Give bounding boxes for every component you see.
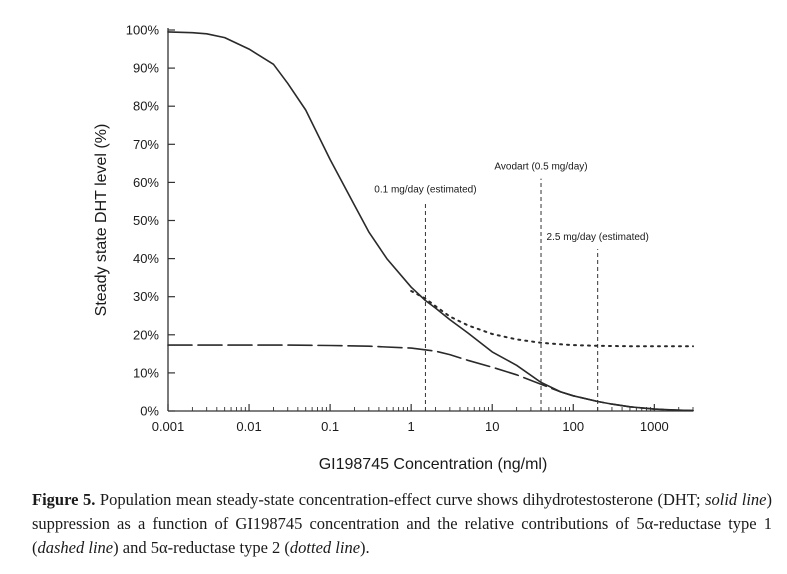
- x-axis-title: GI198745 Concentration (ng/ml): [319, 456, 548, 473]
- caption-italic-2: dashed line: [37, 538, 114, 557]
- series-group: [167, 31, 694, 412]
- reference-lines: 0.1 mg/day (estimated) Avodart (0.5 mg/da…: [374, 162, 649, 411]
- x-tick-label: 1: [408, 419, 415, 434]
- y-tick-label: 90%: [133, 61, 159, 76]
- caption-text-2: ) suppression as a function of GI198745 …: [32, 490, 772, 557]
- axes: [167, 28, 693, 412]
- y-tick-label: 60%: [133, 175, 159, 190]
- y-tick-label: 50%: [133, 213, 159, 228]
- x-tick-label: 1000: [640, 419, 669, 434]
- y-tick-label: 0%: [140, 404, 159, 419]
- reference-line-label: 2.5 mg/day (estimated): [547, 232, 649, 243]
- reference-line-label: 0.1 mg/day (estimated): [374, 184, 476, 195]
- x-ticks: 0.001 0.01 0.1 1 10 100 1000: [152, 404, 694, 434]
- y-tick-label: 30%: [133, 289, 159, 304]
- caption-text-1: Population mean steady-state concentrati…: [95, 490, 706, 509]
- caption-italic-3: dotted line: [289, 538, 361, 557]
- y-tick-label: 40%: [133, 251, 159, 266]
- series-line-dashed: [167, 344, 694, 412]
- y-ticks: 0% 10% 20% 30% 40% 50% 60% 70% 80% 90% 100%: [126, 23, 175, 419]
- caption-text-4: ).: [360, 538, 370, 557]
- series-line-dotted: [410, 290, 694, 348]
- caption-text-3: ) and 5α-reductase type 2 (: [113, 538, 290, 557]
- figure-label: Figure 5.: [32, 490, 96, 509]
- x-tick-label: 100: [562, 419, 584, 434]
- figure-caption: Figure 5. Population mean steady-state c…: [32, 488, 772, 560]
- reference-line-label: Avodart (0.5 mg/day): [494, 162, 587, 173]
- y-axis-title: Steady state DHT level (%): [93, 124, 110, 317]
- y-tick-label: 80%: [133, 99, 159, 114]
- series-line-solid: [167, 31, 694, 412]
- dht-concentration-chart: 0%10%20%30%40%50%60%70%80%90%100% 0.001 0…: [93, 23, 694, 473]
- x-tick-label: 0.001: [152, 419, 185, 434]
- y-tick-label: 10%: [133, 365, 159, 380]
- x-tick-label: 0.01: [236, 419, 261, 434]
- x-tick-label: 0.1: [321, 419, 339, 434]
- x-tick-label: 10: [485, 419, 499, 434]
- y-tick-label: 100%: [126, 23, 160, 38]
- caption-italic-1: solid line: [705, 490, 767, 509]
- y-tick-label: 70%: [133, 137, 159, 152]
- y-tick-label: 20%: [133, 327, 159, 342]
